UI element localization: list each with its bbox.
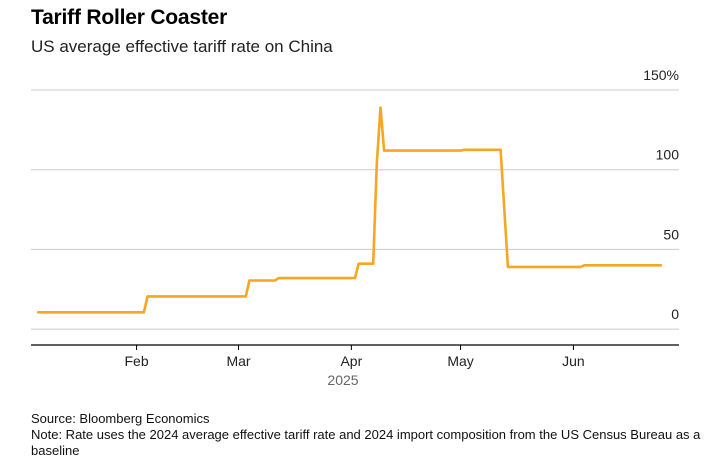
y-tick-label: 0 bbox=[671, 306, 679, 322]
y-tick-label: 100 bbox=[656, 147, 680, 163]
x-tick-label: Mar bbox=[226, 353, 250, 369]
x-tick-label: Jun bbox=[562, 353, 585, 369]
y-tick-label: 150% bbox=[643, 67, 679, 83]
methodology-note: Note: Rate uses the 2024 average effecti… bbox=[31, 427, 701, 458]
x-tick-label: May bbox=[447, 353, 473, 369]
chart-subtitle: US average effective tariff rate on Chin… bbox=[31, 37, 333, 56]
x-axis-title: 2025 bbox=[327, 372, 358, 388]
y-tick-label: 50 bbox=[663, 226, 679, 242]
x-tick-label: Apr bbox=[340, 353, 362, 369]
source-note: Source: Bloomberg Economics bbox=[31, 411, 210, 426]
chart-title: Tariff Roller Coaster bbox=[31, 6, 228, 29]
x-tick-label: Feb bbox=[125, 353, 149, 369]
tariff-rate-line bbox=[37, 106, 663, 314]
chart-footer: Source: Bloomberg Economics Note: Rate u… bbox=[31, 411, 711, 459]
line-chart: 0 50 100 150% Feb Mar Apr May Jun 2025 bbox=[31, 67, 680, 388]
